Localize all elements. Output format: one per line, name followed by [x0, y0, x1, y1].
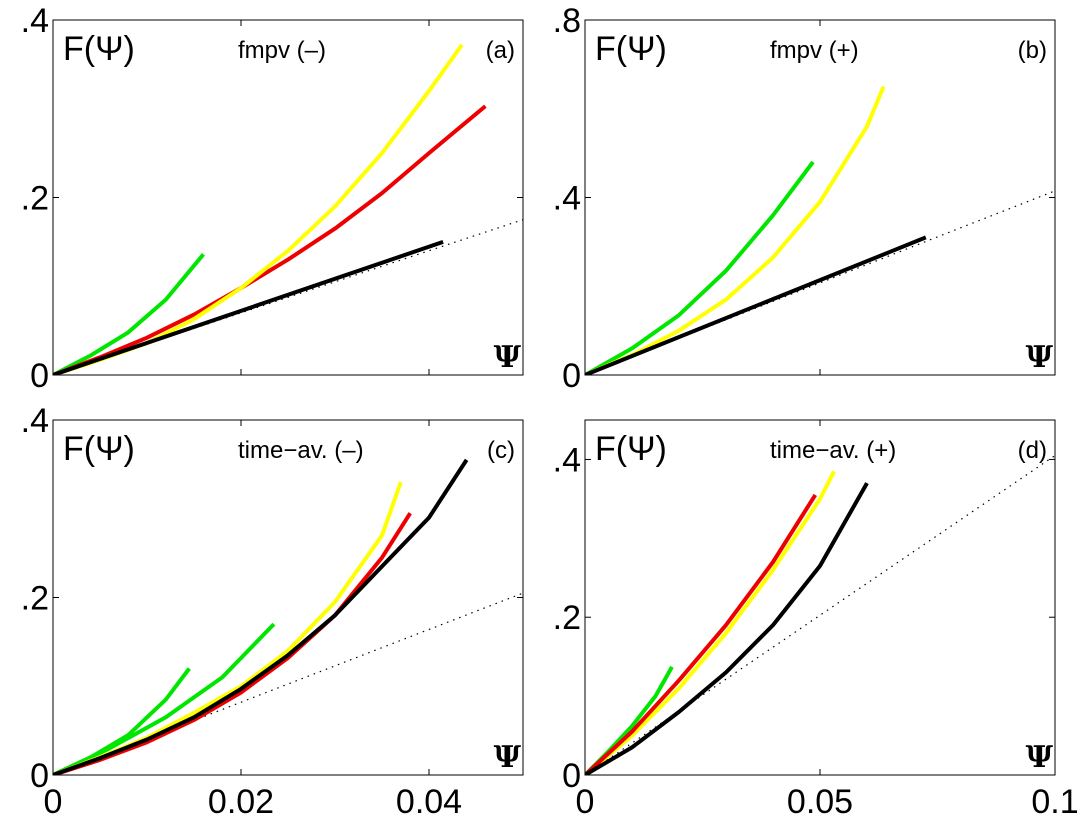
y-axis-label: F(Ψ) — [63, 430, 135, 468]
reference-line — [585, 455, 1055, 775]
x-axis-label: Ψ — [1026, 340, 1054, 375]
x-tick-label: 0 — [576, 783, 595, 821]
panel-d: 0 .2 .4 0 0.05 0.1 F(Ψ) time−av. (+) (d) Ψ — [553, 419, 1079, 821]
y-tick-label: 0 — [562, 357, 581, 395]
y-tick-label: .4 — [21, 402, 49, 440]
series-line-2 — [53, 622, 276, 775]
y-axis-label: F(Ψ) — [595, 430, 667, 468]
panel-b: 0 .4 .8 F(Ψ) fmpv (+) (b) Ψ — [553, 2, 1056, 395]
series-line-3 — [585, 235, 927, 375]
x-tick-label: 0.04 — [396, 783, 462, 821]
series-line-3 — [53, 43, 464, 375]
y-tick-label: .2 — [21, 580, 49, 618]
x-tick-label: 0 — [44, 783, 63, 821]
series-line-2 — [585, 85, 886, 375]
panel-label: (d) — [1018, 437, 1047, 464]
axes-frame — [52, 19, 524, 376]
panel-c: 0 .2 .4 0 0.02 0.04 F(Ψ) time−av. (–) (c) Ψ — [21, 402, 524, 821]
series-line-3 — [53, 481, 403, 775]
panel-label: (a) — [486, 37, 515, 64]
y-axis-label: F(Ψ) — [595, 30, 667, 68]
axes-frame — [584, 419, 1056, 776]
series-line-4 — [53, 512, 412, 775]
series-line-2 — [53, 104, 487, 375]
series-line-2 — [585, 470, 836, 775]
panel-a: 0 .2 .4 F(Ψ) fmpv (–) (a) Ψ — [21, 2, 524, 395]
y-tick-label: .8 — [553, 2, 581, 40]
series-line-1 — [585, 160, 815, 375]
panel-title: time−av. (+) — [770, 437, 896, 464]
reference-line — [53, 219, 523, 375]
panel-label: (c) — [487, 437, 515, 464]
panel-title: fmpv (–) — [238, 37, 326, 64]
axes-frame — [584, 19, 1056, 376]
y-tick-label: .2 — [553, 599, 581, 637]
x-tick-label: 0.1 — [1031, 783, 1078, 821]
series-line-5 — [53, 458, 469, 775]
x-axis-label: Ψ — [494, 740, 522, 775]
axes-frame — [52, 419, 524, 776]
panel-title: fmpv (+) — [770, 37, 859, 64]
series-line-4 — [53, 240, 444, 375]
y-axis-label: F(Ψ) — [63, 30, 135, 68]
y-tick-label: 0 — [30, 757, 49, 795]
series-line-1 — [53, 667, 191, 775]
y-tick-label: .4 — [553, 441, 581, 479]
panel-title: time−av. (–) — [238, 437, 364, 464]
y-tick-label: .4 — [21, 2, 49, 40]
series-line-1 — [585, 665, 674, 775]
x-tick-label: 0.05 — [787, 783, 853, 821]
y-tick-label: 0 — [562, 757, 581, 795]
x-axis-label: Ψ — [1026, 740, 1054, 775]
y-tick-label: .2 — [21, 180, 49, 218]
panel-label: (b) — [1018, 37, 1047, 64]
series-line-4 — [585, 482, 869, 775]
x-tick-label: 0.02 — [208, 783, 274, 821]
series-line-3 — [585, 493, 817, 775]
y-tick-label: .4 — [553, 180, 581, 218]
y-tick-label: 0 — [30, 357, 49, 395]
series-line-1 — [53, 253, 205, 375]
x-axis-label: Ψ — [494, 340, 522, 375]
